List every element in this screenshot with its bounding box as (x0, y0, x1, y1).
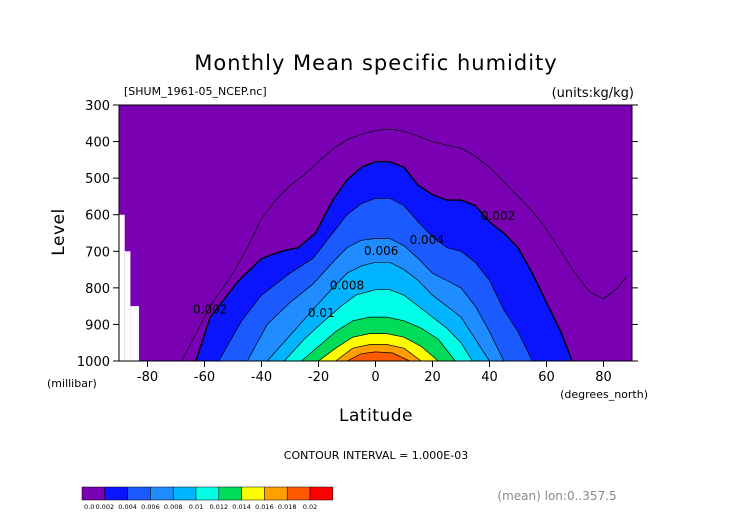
colorbar-label-8: 0.016 (255, 503, 274, 511)
outer-contour-line (181, 128, 627, 361)
contour-line-4 (266, 261, 490, 361)
x-tick-label-5: 20 (424, 370, 441, 385)
x-tick-label-4: 0 (371, 370, 379, 385)
colorbar-label-3: 0.006 (141, 503, 160, 511)
y-axis: 300 400 500 600 700 800 900 1000 (77, 99, 638, 370)
contour-label-0: 0.002 (481, 209, 515, 223)
x-axis-title: Latitude (339, 406, 413, 426)
colorbar-swatch-1 (104, 486, 128, 501)
units-label: (units:kg/kg) (552, 86, 634, 101)
y-axis-units: (millibar) (47, 377, 97, 390)
contour-label-5: 0.002 (193, 302, 227, 316)
missing-data-region (119, 214, 139, 361)
x-axis: -80 -60 -40 -20 0 20 40 60 80 (137, 361, 612, 385)
y-tick-label-7: 1000 (77, 355, 110, 370)
x-tick-label-1: -60 (194, 370, 215, 385)
contour-line-5 (284, 289, 473, 361)
colorbar-label-7: 0.014 (232, 503, 251, 511)
colorbar-swatch-3 (150, 486, 174, 501)
x-tick-label-3: -20 (308, 370, 329, 385)
colorbar-swatch-8 (264, 486, 288, 501)
contour-label-2: 0.006 (364, 244, 398, 258)
contour-label-3: 0.008 (330, 279, 364, 293)
contour-label-4: 0.01 (308, 306, 335, 320)
contour-line-6 (301, 316, 456, 361)
missing-block-2 (130, 306, 139, 361)
contour-line-1 (195, 161, 573, 361)
colorbar-label-6: 0.012 (209, 503, 228, 511)
colorbar-swatch-5 (195, 486, 220, 501)
colorbar-swatch-4 (172, 486, 197, 501)
missing-block-1 (124, 251, 131, 361)
colorbar-swatch-2 (127, 486, 151, 501)
colorbar-swatch-9 (286, 486, 311, 501)
colorbar-label-1: 0.002 (95, 503, 114, 511)
contour-line-8 (335, 344, 422, 361)
y-axis-title: Level (49, 208, 69, 255)
colorbar: 0.0 0.002 0.004 0.006 0.008 0.01 0.012 0.014 0.0… (81, 486, 334, 511)
colorbar-label-4: 0.008 (164, 503, 183, 511)
x-tick-label-6: 40 (481, 370, 498, 385)
y-tick-label-6: 900 (85, 318, 110, 333)
colorbar-swatch-0 (81, 486, 106, 501)
y-tick-label-4: 700 (85, 245, 110, 260)
contour-labels: 0.002 0.004 0.006 0.008 0.01 0.002 (193, 209, 515, 320)
file-label: [SHUM_1961-05_NCEP.nc] (124, 85, 267, 98)
colorbar-label-10: 0.02 (303, 503, 317, 511)
contour-fills (119, 105, 632, 361)
x-tick-label-8: 80 (595, 370, 612, 385)
mean-text: (mean) lon:0..357.5 (497, 489, 616, 503)
x-tick-label-7: 60 (538, 370, 555, 385)
contour-line-9 (346, 351, 410, 361)
x-axis-units: (degrees_north) (560, 388, 648, 401)
y-tick-label-1: 400 (85, 136, 110, 151)
colorbar-swatch-6 (218, 486, 242, 501)
colorbar-swatch-10 (309, 486, 334, 501)
y-tick-label-5: 800 (85, 282, 110, 297)
contour-band-9 (347, 351, 410, 361)
contour-interval-text: CONTOUR INTERVAL = 1.000E-03 (284, 449, 468, 462)
y-tick-label-3: 600 (85, 209, 110, 224)
x-tick-label-2: -40 (251, 370, 272, 385)
y-tick-label-2: 500 (85, 172, 110, 187)
contour-plot-area: 0.002 0.004 0.006 0.008 0.01 0.002 (119, 105, 632, 361)
y-tick-label-0: 300 (85, 99, 110, 114)
contour-lines (181, 128, 627, 361)
contour-label-1: 0.004 (410, 233, 444, 247)
colorbar-label-5: 0.01 (189, 503, 203, 511)
missing-block-0 (119, 214, 125, 361)
colorbar-swatch-7 (241, 486, 265, 501)
colorbar-label-0: 0.0 (84, 503, 94, 511)
chart-title: Monthly Mean specific humidity (194, 51, 557, 75)
x-tick-label-0: -80 (137, 370, 158, 385)
colorbar-label-2: 0.004 (118, 503, 137, 511)
contour-line-3 (246, 238, 505, 361)
contour-line-2 (218, 197, 533, 361)
contour-line-7 (318, 333, 439, 361)
colorbar-label-9: 0.018 (278, 503, 297, 511)
